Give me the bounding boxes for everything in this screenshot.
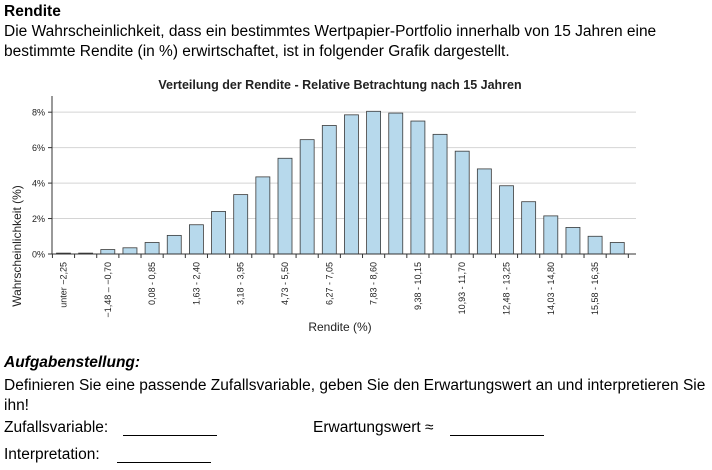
bar: [144, 242, 160, 255]
bar: [410, 120, 426, 255]
bar: [388, 112, 404, 255]
bar: [299, 139, 315, 255]
x-tick-label: 7,83 - 8,60: [369, 262, 379, 305]
x-tick-label: 12,48 - 13,25: [502, 262, 512, 315]
y-axis-label: Wahrscheinlichkeit (%): [10, 185, 24, 307]
x-axis-label: Rendite (%): [308, 320, 371, 334]
bar: [188, 224, 204, 255]
y-tick-label: 6%: [32, 143, 45, 153]
bar: [521, 201, 537, 255]
grid-layer: [52, 111, 636, 220]
x-tick-label: −1,48 – −0,70: [103, 262, 113, 318]
chart-title: Verteilung der Rendite - Relative Betrac…: [158, 78, 521, 92]
y-tick-label: 8%: [32, 108, 45, 118]
x-tick-label: 6,27 - 7,05: [324, 262, 334, 305]
bar: [454, 150, 470, 255]
bar: [565, 227, 581, 255]
x-tick-label: 10,93 - 11,70: [457, 262, 467, 314]
x-tick-label: 4,73 - 5,50: [280, 262, 290, 305]
bar: [277, 157, 293, 255]
bar: [476, 168, 492, 255]
interpretation-blank[interactable]: [117, 462, 211, 463]
bar: [344, 114, 359, 255]
x-tick-label: 9,38 - 10,15: [413, 262, 423, 310]
bar: [233, 194, 249, 255]
task-text: Definieren Sie eine passende Zufallsvari…: [4, 377, 706, 414]
bar: [166, 234, 182, 255]
bar: [211, 211, 226, 255]
intro-text: Die Wahrscheinlichkeit, dass ein bestimm…: [4, 23, 657, 60]
x-tick-label: 1,63 - 2,40: [191, 262, 201, 305]
erwartungswert-blank[interactable]: [450, 435, 544, 436]
x-tick-label: unter −2,25: [59, 262, 69, 308]
distribution-chart: Verteilung der Rendite - Relative Betrac…: [10, 78, 636, 334]
x-tick-label: 0,08 - 0,85: [147, 262, 157, 305]
bar: [499, 185, 514, 255]
bars-layer: [56, 110, 625, 255]
task-heading: Aufgabenstellung:: [4, 354, 141, 371]
axis-layer: 0% 2% 4% 6% 8% unter −2,25 −1,48 – −0,70 0,08 -…: [32, 96, 636, 318]
zufallsvariable-label: Zufallsvariable:: [4, 419, 109, 436]
x-tick-label: 3,18 - 3,95: [236, 262, 246, 305]
y-tick-label: 0%: [32, 250, 45, 260]
bar: [543, 215, 559, 255]
bar: [321, 125, 337, 255]
x-tick-label: 14,03 - 14,80: [546, 262, 556, 315]
erwartungswert-label: Erwartungswert ≈: [313, 419, 434, 436]
y-tick-label: 4%: [32, 179, 45, 189]
y-tick-label: 2%: [32, 214, 45, 224]
bar: [609, 242, 625, 255]
bar: [587, 235, 603, 255]
bar: [255, 176, 271, 255]
section-title: Rendite: [4, 3, 61, 20]
bar: [122, 247, 138, 255]
interpretation-label: Interpretation:: [4, 446, 100, 463]
bar: [432, 133, 448, 255]
bar: [366, 110, 382, 255]
zufallsvariable-blank[interactable]: [123, 435, 217, 436]
x-tick-label: 15,58 - 16,35: [590, 262, 600, 315]
bar: [100, 249, 116, 255]
